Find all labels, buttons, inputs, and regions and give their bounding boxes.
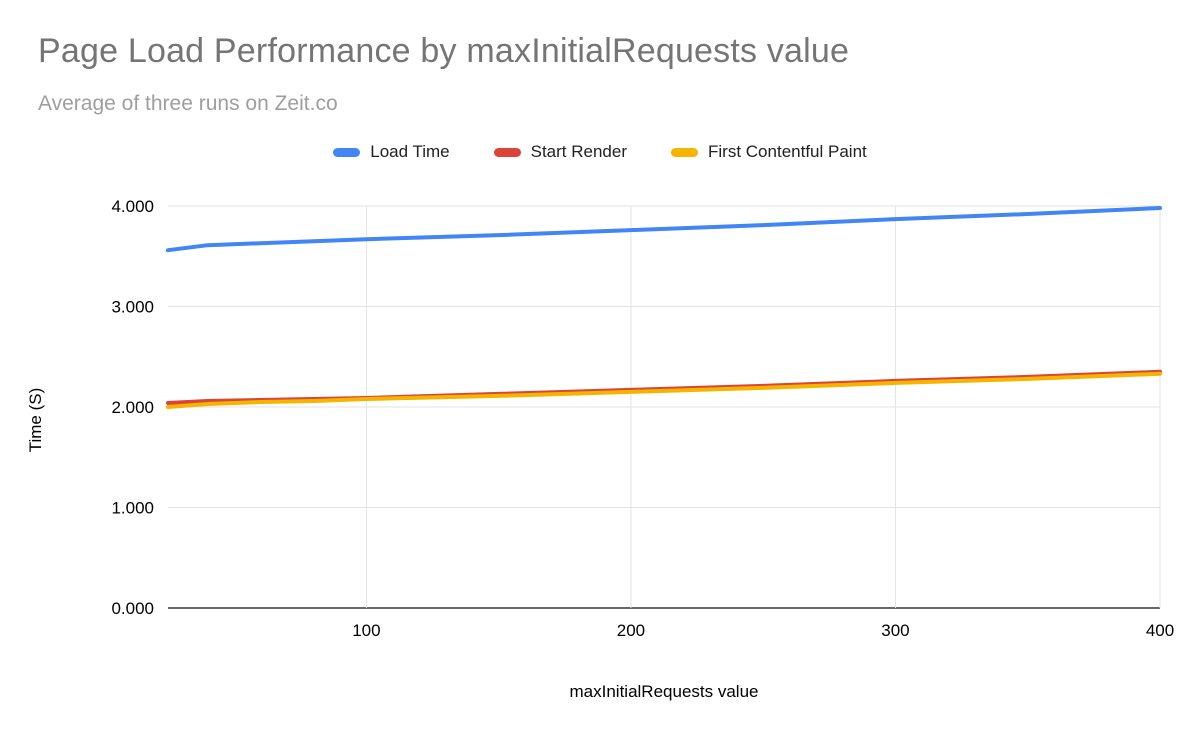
y-tick-label: 4.000 <box>111 197 154 216</box>
legend-label: Load Time <box>370 142 450 161</box>
y-tick-label: 3.000 <box>111 298 154 317</box>
y-axis-title: Time (S) <box>26 387 45 453</box>
series-line-start-render <box>166 369 1162 405</box>
y-tick-label: 1.000 <box>111 499 154 518</box>
chart-title: Page Load Performance by maxInitialReque… <box>38 32 850 70</box>
series-line-first-contentful-paint <box>166 371 1162 409</box>
legend-swatch-icon <box>333 147 361 157</box>
legend-item-first-contentful-paint: First Contentful Paint <box>671 142 867 162</box>
x-tick-label: 200 <box>617 621 645 640</box>
x-tick-label: 100 <box>352 621 380 640</box>
chart-subtitle: Average of three runs on Zeit.co <box>38 92 338 115</box>
legend-item-start-render: Start Render <box>493 142 628 162</box>
legend-item-load-time: Load Time <box>333 142 450 162</box>
y-tick-label: 0.000 <box>111 599 154 618</box>
series-line-load-time <box>166 206 1162 253</box>
legend-label: Start Render <box>530 142 628 161</box>
legend: Load Time Start Render First Contentful Pa… <box>0 142 1200 162</box>
legend-label: First Contentful Paint <box>708 142 867 161</box>
x-tick-label: 300 <box>881 621 909 640</box>
legend-swatch-icon <box>493 147 521 157</box>
x-tick-label: 400 <box>1146 621 1174 640</box>
x-axis-title: maxInitialRequests value <box>569 682 759 701</box>
y-tick-label: 2.000 <box>111 398 154 417</box>
legend-swatch-icon <box>671 147 699 157</box>
